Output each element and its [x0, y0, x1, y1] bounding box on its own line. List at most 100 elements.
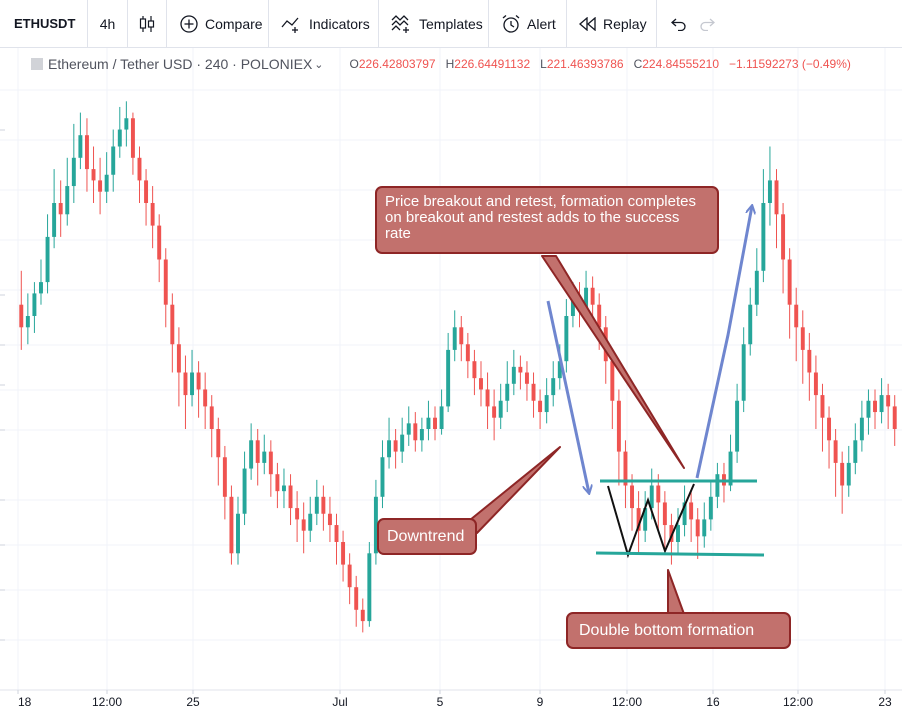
time-axis-label: 25	[186, 695, 200, 709]
candle-body	[689, 502, 694, 520]
candle-body	[236, 513, 240, 554]
candle-body	[229, 496, 234, 554]
candle-body	[643, 508, 648, 531]
candle-body	[676, 525, 680, 542]
candle-body	[767, 180, 772, 203]
candle-body	[492, 406, 497, 418]
candle-body	[452, 327, 457, 350]
candle-body	[656, 485, 661, 503]
compare-button[interactable]: Compare	[167, 0, 269, 47]
candle-body	[242, 468, 247, 514]
candle-body	[196, 372, 201, 390]
templates-button[interactable]: Templates	[379, 0, 489, 47]
candle-body	[873, 400, 877, 413]
candle-body	[360, 609, 365, 622]
candle-body	[124, 118, 129, 130]
candle-body	[45, 236, 50, 283]
replay-label: Replay	[603, 15, 647, 32]
candle-body	[137, 157, 142, 181]
chevron-down-icon[interactable]: ⌄	[314, 58, 324, 71]
candle-body	[820, 395, 825, 418]
candle-body	[518, 366, 523, 373]
candle-body	[544, 395, 549, 413]
candle-body	[570, 299, 575, 316]
candle-body	[380, 457, 385, 497]
candle-body	[308, 513, 313, 531]
candle-body	[623, 451, 628, 486]
candle-body	[781, 214, 786, 260]
candle-body	[183, 372, 188, 396]
ohlc-values: O226.42803797 H226.64491132 L221.4639378…	[350, 57, 851, 71]
candle-body	[735, 400, 740, 452]
candle-body	[39, 282, 43, 294]
candle-body	[886, 395, 891, 407]
replay-button[interactable]: Replay	[567, 0, 657, 47]
candle-body	[341, 542, 346, 565]
candle-body	[111, 146, 116, 175]
candle-body	[616, 400, 621, 452]
candle-body	[682, 502, 687, 526]
redo-button[interactable]	[693, 0, 721, 47]
redo-icon	[699, 17, 715, 31]
candle-body	[662, 502, 667, 526]
close-label: C	[633, 57, 643, 71]
candle-body	[32, 293, 37, 316]
candle-body	[584, 287, 589, 311]
breakout-callout[interactable]: Price breakout and retest, formation com…	[375, 186, 719, 254]
candle-body	[387, 440, 392, 458]
indicators-label: Indicators	[309, 15, 370, 32]
candle-body	[321, 496, 326, 514]
indicators-button[interactable]: Indicators	[269, 0, 379, 47]
candle-body	[288, 485, 293, 509]
undo-button[interactable]	[657, 0, 693, 47]
candle-body	[557, 361, 562, 379]
high-value: 226.64491132	[454, 57, 531, 71]
candle-body	[190, 372, 194, 396]
candle-body	[334, 525, 339, 542]
candle-body	[282, 485, 286, 492]
chart-grid	[0, 48, 902, 690]
legend-symbol[interactable]: Ethereum / Tether USD · 240 · POLONIEX	[48, 56, 313, 72]
candle-body	[393, 440, 398, 452]
candle-body	[459, 327, 464, 345]
candle-body	[590, 287, 595, 305]
candle-body	[268, 451, 273, 475]
candle-body	[157, 225, 162, 260]
candle-body	[853, 440, 858, 463]
candle-body	[78, 135, 83, 158]
candle-body	[262, 451, 267, 463]
symbol-search-button[interactable]: ETHUSDT	[0, 0, 88, 47]
candle-body	[176, 344, 181, 373]
plus-circle-icon	[179, 14, 199, 34]
candles-icon	[138, 15, 156, 33]
candle-body	[761, 203, 766, 271]
candle-body	[531, 383, 536, 401]
candle-body	[275, 474, 280, 492]
candle-body	[209, 406, 214, 429]
breakout-pointer	[541, 255, 685, 469]
chart-type-button[interactable]	[128, 0, 167, 47]
candle-body	[130, 118, 135, 158]
alarm-clock-icon	[501, 14, 521, 34]
candle-body	[695, 519, 700, 537]
candle-body	[833, 440, 838, 463]
candle-body	[524, 372, 529, 384]
candle-body	[564, 316, 569, 362]
interval-button[interactable]: 4h	[88, 0, 128, 47]
candle-body	[419, 429, 424, 441]
time-axis: 18 12:00 25 Jul 5 9 12:00 16 12:00 23	[0, 689, 902, 709]
candle-body	[406, 423, 411, 435]
double-bottom-callout[interactable]: Double bottom formation	[566, 612, 791, 649]
alert-button[interactable]: Alert	[489, 0, 567, 47]
candle-body	[413, 423, 418, 441]
candle-body	[708, 496, 713, 520]
templates-icon	[391, 14, 413, 34]
drawing-overlays	[469, 206, 765, 615]
candle-body	[879, 395, 884, 413]
candle-body	[426, 417, 431, 429]
candle-body	[216, 429, 221, 458]
candle-body	[597, 304, 602, 328]
time-axis-label: 12:00	[783, 695, 813, 709]
downtrend-callout[interactable]: Downtrend	[377, 518, 477, 555]
